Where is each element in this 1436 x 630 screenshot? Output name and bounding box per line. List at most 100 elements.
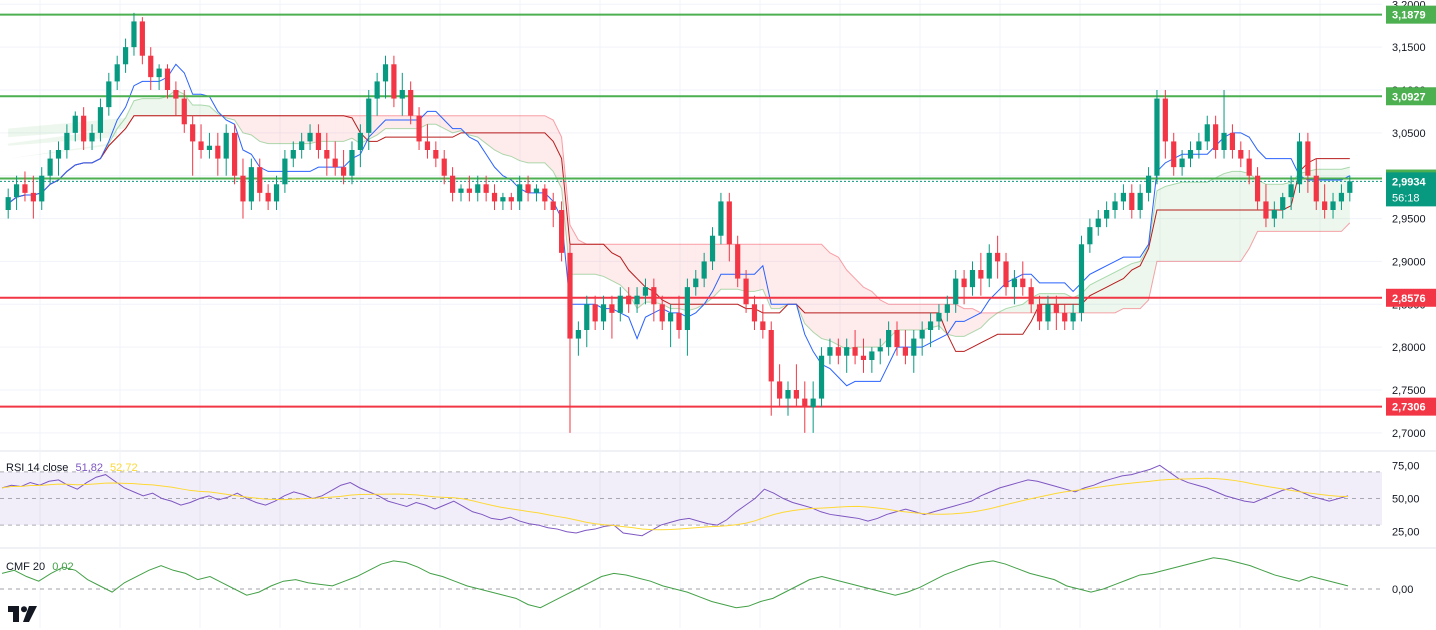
ichimoku-cloud-segment [201,105,210,116]
candle-body [1062,312,1068,322]
candle-body [777,381,783,399]
ichimoku-cloud-segment [788,244,797,305]
ichimoku-cloud-segment [1123,263,1132,309]
candle-body [986,252,992,279]
y-tick-label: 2,9000 [1392,256,1426,268]
ichimoku-cloud-segment [1324,169,1334,232]
candle-body [131,21,137,48]
ichimoku-cloud-segment [695,244,705,309]
candle-body [609,304,615,313]
ichimoku-cloud-segment [427,115,436,125]
candle-body [936,312,942,322]
candle-body [1078,244,1085,313]
candle-body [282,158,288,185]
level-price-label: 3,1879 [1392,10,1426,22]
ichimoku-cloud-segment [293,115,302,144]
candle-body [567,252,573,339]
candle-body [995,252,1001,262]
candle-body [818,355,825,399]
ichimoku-cloud-segment [595,244,604,277]
cmf-y-tick-label: 0,00 [1392,584,1413,596]
candle-body [340,167,347,176]
candle-body [1246,158,1252,176]
y-tick-label: 2,9500 [1392,214,1426,226]
ichimoku-cloud-segment [1232,171,1241,262]
ichimoku-cloud-segment [494,115,503,155]
ichimoku-cloud-segment [829,252,839,345]
ichimoku-cloud-segment [771,244,780,309]
ichimoku-cloud-segment [813,244,822,339]
ichimoku-cloud-segment [1014,304,1023,313]
candle-body [860,355,867,360]
candle-body [72,115,78,133]
candle-body [181,98,187,125]
ichimoku-cloud-segment [553,120,562,189]
ichimoku-cloud-segment [964,308,973,337]
level-price-tag [1386,87,1436,106]
candle-body [1053,304,1059,313]
candle-body [525,184,531,193]
ichimoku-cloud-segment [838,257,847,350]
candle-body [919,330,925,339]
ichimoku-cloud-segment [1190,182,1199,262]
rsi-y-tick-label: 25,00 [1392,527,1420,539]
y-tick-label: 2,7500 [1392,385,1426,397]
candle-body [5,197,11,210]
ichimoku-cloud-segment [821,244,830,341]
candle-body [701,261,707,279]
candle-body [961,278,967,288]
ichimoku-cloud-segment [502,115,512,157]
y-tick-label: 3,2000 [1392,0,1426,11]
current-price-tag [1386,172,1436,207]
ichimoku-cloud-segment [536,115,545,163]
candle-body [768,330,774,382]
ichimoku-cloud-segment [1165,184,1174,262]
ichimoku-cloud-segment [1182,182,1191,262]
candle-body [89,132,95,142]
rsi-ma-value: 52,72 [110,462,138,474]
ichimoku-cloud-segment [662,244,671,309]
candle-body [1045,304,1051,322]
candle-body [424,141,431,150]
candle-body [22,184,28,193]
ichimoku-cloud-segment [611,244,621,285]
candle-body [1187,150,1194,159]
candle-body [64,132,70,150]
ichimoku-cloud-segment [150,98,160,116]
candle-body [1263,201,1269,219]
level-price-label: 3,0927 [1392,91,1426,103]
candle-body [55,150,62,159]
candle-body [81,115,87,142]
candle-body [47,158,53,176]
ichimoku-cloud-segment [1198,182,1208,262]
candle-body [911,338,917,356]
candle-body [391,64,397,99]
ichimoku-cloud-segment [1224,171,1233,262]
candle-body [1213,124,1219,150]
candle-body [450,175,456,193]
ichimoku-cloud-segment [268,115,277,144]
ichimoku-cloud-segment [628,244,638,309]
candle-body [324,150,330,159]
ichimoku-cloud-segment [989,312,998,320]
candle-body [1104,210,1110,219]
candle-body [1145,175,1152,193]
ichimoku-cloud-segment [905,304,914,330]
candle-body [1137,192,1143,210]
candle-body [475,184,481,193]
candle-body [408,90,414,116]
cmf-value: 0,02 [52,561,74,573]
ichimoku-cloud-segment [846,270,856,350]
candle-body [206,145,213,150]
candle-body [1196,141,1202,150]
candle-body [1204,124,1210,142]
ichimoku-cloud-segment [796,244,805,324]
candle-body [844,347,850,356]
candle-body [642,287,649,296]
ichimoku-cloud-segment [242,115,252,135]
candle-body [223,132,229,159]
candle-body [743,278,749,305]
candle-body [122,47,129,65]
candle-body [726,201,732,245]
